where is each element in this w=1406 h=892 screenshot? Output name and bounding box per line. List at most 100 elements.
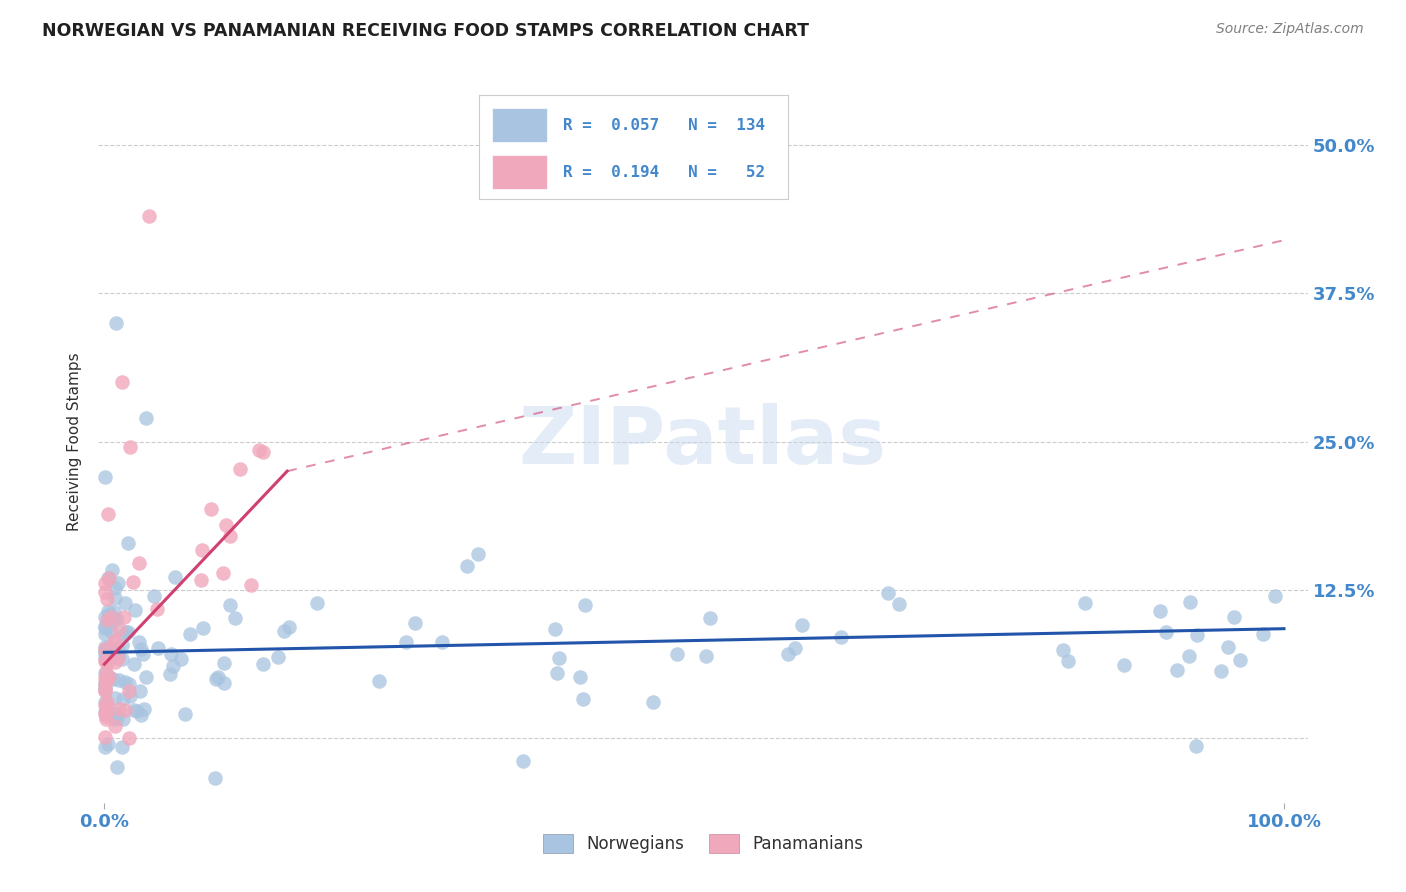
Point (94, 642, 117, 657)
Point (547, 650, 569, 665)
Point (569, 671, 592, 685)
Point (103, 655, 125, 669)
Point (94, 619, 117, 633)
Point (94, 681, 117, 696)
Point (1264, 590, 1286, 604)
Point (1178, 648, 1201, 663)
Point (778, 647, 800, 661)
Point (191, 621, 214, 635)
Point (111, 652, 134, 666)
Point (179, 627, 201, 641)
Point (94, 698, 117, 712)
Point (273, 624, 295, 638)
Point (94, 730, 117, 744)
Point (104, 316, 127, 330)
Point (367, 674, 389, 689)
Point (790, 618, 813, 632)
Point (94, 665, 117, 680)
Text: NORWEGIAN VS PANAMANIAN RECEIVING FOOD STAMPS CORRELATION CHART: NORWEGIAN VS PANAMANIAN RECEIVING FOOD S… (42, 22, 810, 40)
Point (112, 609, 135, 624)
Point (124, 603, 146, 617)
Point (404, 615, 426, 630)
Point (98, 617, 121, 632)
Point (132, 702, 155, 716)
Point (117, 624, 139, 639)
Point (94, 740, 117, 755)
Point (212, 566, 235, 580)
Point (214, 518, 236, 533)
Point (200, 502, 222, 516)
Point (574, 598, 596, 612)
Point (111, 639, 134, 653)
Point (118, 689, 141, 703)
Point (100, 646, 122, 660)
Point (108, 623, 131, 637)
Point (1229, 652, 1251, 666)
Point (107, 648, 129, 662)
Point (122, 703, 145, 717)
Point (128, 556, 150, 570)
Point (114, 675, 136, 690)
Point (430, 634, 453, 648)
Point (204, 673, 226, 687)
Text: ZIPatlas: ZIPatlas (519, 402, 887, 481)
Point (94, 470, 117, 484)
Point (143, 589, 166, 603)
Point (229, 462, 252, 476)
Point (97, 571, 120, 585)
Point (94, 695, 117, 709)
Point (96, 614, 118, 628)
Point (108, 702, 131, 716)
Point (546, 665, 568, 680)
Point (252, 444, 274, 458)
Point (104, 706, 127, 720)
Point (699, 611, 721, 625)
Point (94, 683, 117, 698)
Point (190, 573, 212, 587)
Point (104, 632, 127, 647)
Point (666, 647, 689, 661)
Point (96, 695, 118, 709)
Point (103, 636, 125, 650)
Point (94, 712, 117, 726)
Point (1052, 642, 1074, 657)
Point (98, 571, 121, 585)
Point (101, 563, 124, 577)
Point (643, 695, 665, 709)
Point (94, 706, 117, 721)
Point (191, 543, 214, 558)
Point (132, 647, 155, 661)
Point (224, 611, 246, 625)
Point (162, 659, 184, 673)
Point (117, 535, 139, 549)
Point (219, 529, 242, 543)
Point (111, 740, 134, 755)
Y-axis label: Receiving Food Stamps: Receiving Food Stamps (67, 352, 83, 531)
Point (1218, 640, 1240, 655)
Point (122, 657, 145, 671)
Point (97, 604, 120, 618)
Point (173, 706, 195, 721)
Point (94, 708, 117, 723)
Point (94, 585, 117, 599)
Point (128, 635, 150, 649)
Point (104, 581, 127, 595)
Point (105, 759, 128, 773)
Point (467, 548, 489, 562)
Point (96, 673, 118, 687)
Point (107, 673, 129, 687)
Point (307, 597, 329, 611)
Point (145, 602, 167, 616)
Point (395, 635, 418, 649)
Point (94, 676, 117, 690)
Point (104, 612, 127, 626)
Point (1156, 624, 1178, 639)
Point (114, 597, 136, 611)
Point (695, 648, 717, 663)
Point (105, 612, 128, 626)
Point (94, 654, 117, 668)
Point (165, 570, 187, 584)
Point (104, 719, 127, 733)
Point (98, 607, 121, 621)
Point (96, 592, 118, 607)
